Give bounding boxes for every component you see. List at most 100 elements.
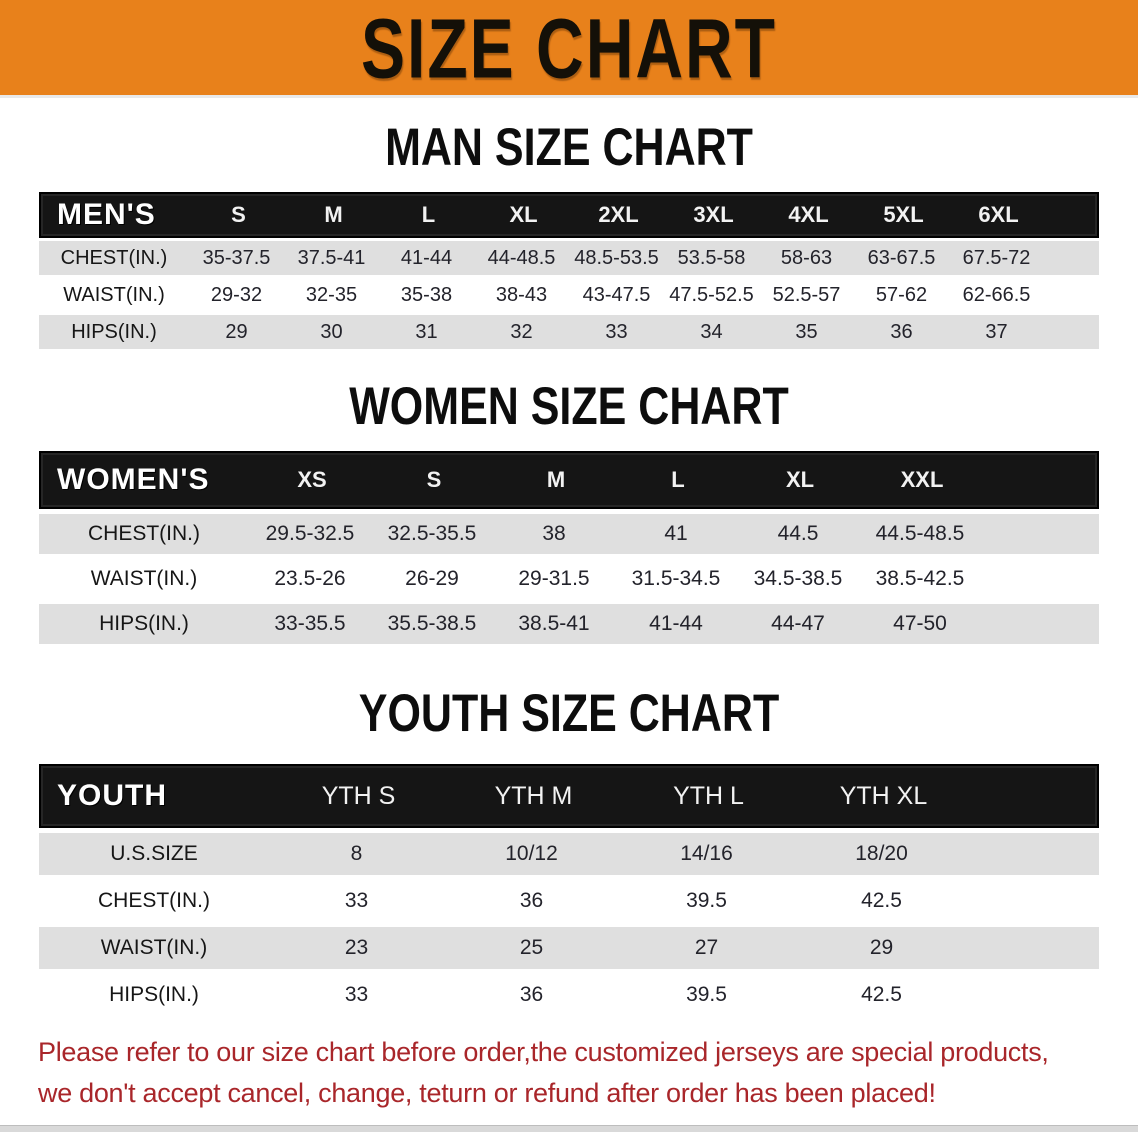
column-header: YTH M: [494, 781, 573, 810]
column-header: YTH S: [321, 781, 396, 810]
size-value: 44-48.5: [487, 246, 556, 269]
size-value: 52.5-57: [772, 283, 841, 306]
size-value: 53.5-58: [677, 246, 746, 269]
column-header: S: [426, 467, 442, 492]
table-title: WOMEN'S: [57, 463, 210, 496]
row-label: CHEST(IN.): [88, 522, 200, 545]
banner: SIZE CHART: [0, 0, 1138, 98]
size-value: 35-38: [400, 283, 453, 306]
size-value: 38: [542, 522, 566, 545]
size-value: 47.5-52.5: [669, 283, 754, 306]
size-value: 35: [795, 320, 818, 343]
table-row: CHEST(IN.) 29.5-32.5 32.5-35.5 38 41 44.5 44.5…: [39, 514, 1099, 554]
size-value: 37.5-41: [297, 246, 366, 269]
notice-line-2: we don't accept cancel, change, teturn o…: [38, 1078, 936, 1108]
size-value: 44.5: [777, 522, 819, 545]
size-value: 25: [519, 936, 544, 959]
row-label: HIPS(IN.): [99, 612, 189, 635]
table-header-row: WOMEN'S XS S M L XL XXL: [39, 451, 1099, 509]
size-value: 32-35: [305, 283, 358, 306]
size-value: 32: [510, 320, 533, 343]
column-header: M: [324, 202, 343, 227]
size-value: 34.5-38.5: [753, 567, 843, 590]
table-row: U.S.SIZE 8 10/12 14/16 18/20: [39, 833, 1099, 875]
row-label: CHEST(IN.): [98, 889, 210, 912]
row-label: WAIST(IN.): [100, 936, 208, 959]
size-value: 10/12: [505, 842, 558, 865]
size-value: 31.5-34.5: [631, 567, 721, 590]
table-row: HIPS(IN.) 29 30 31 32 33 34 35 36 37: [39, 315, 1099, 349]
section-men: MAN SIZE CHART MEN'S S M L XL 2XL 3XL 4XL 5XL 6XL C…: [0, 119, 1138, 349]
table-row: HIPS(IN.) 33-35.5 35.5-38.5 38.5-41 41-44 44-…: [39, 604, 1099, 644]
notice-line-1: Please refer to our size chart before or…: [38, 1037, 1049, 1067]
size-value: 26-29: [405, 567, 459, 590]
column-header: 4XL: [788, 202, 829, 227]
row-label: HIPS(IN.): [109, 983, 199, 1006]
size-value: 31: [415, 320, 438, 343]
size-value: 35.5-38.5: [387, 612, 477, 635]
size-value: 39.5: [686, 983, 727, 1006]
column-header: XS: [297, 467, 327, 492]
size-value: 34: [700, 320, 723, 343]
size-table-youth: YOUTH YTH S YTH M YTH L YTH XL U.S.SIZE 8 10/12…: [39, 764, 1099, 1016]
size-value: 36: [890, 320, 913, 343]
page-title: SIZE CHART: [361, 0, 777, 95]
size-value: 42.5: [861, 889, 902, 912]
column-header: XL: [509, 202, 538, 227]
size-value: 36: [519, 983, 544, 1006]
size-table-women: WOMEN'S XS S M L XL XXL CHEST(IN.) 29.5-32.5 32.5…: [39, 451, 1099, 644]
size-value: 29: [225, 320, 248, 343]
table-header-row: YOUTH YTH S YTH M YTH L YTH XL: [39, 764, 1099, 828]
column-header: XXL: [900, 467, 944, 492]
size-value: 30: [320, 320, 343, 343]
table-title: YOUTH: [57, 779, 167, 812]
size-value: 33: [344, 983, 369, 1006]
size-value: 62-66.5: [962, 283, 1031, 306]
size-value: 18/20: [855, 842, 908, 865]
size-value: 33-35.5: [274, 612, 346, 635]
section-heading-women: WOMEN SIZE CHART: [349, 377, 789, 437]
column-header: L: [671, 467, 685, 492]
size-value: 23: [344, 936, 369, 959]
size-value: 43-47.5: [582, 283, 651, 306]
column-header: YTH XL: [839, 781, 928, 810]
size-value: 57-62: [875, 283, 928, 306]
table-row: WAIST(IN.) 23.5-26 26-29 29-31.5 31.5-34.5 34…: [39, 559, 1099, 599]
column-header: S: [231, 202, 246, 227]
size-value: 39.5: [686, 889, 727, 912]
column-header: 3XL: [693, 202, 734, 227]
size-value: 41-44: [649, 612, 703, 635]
size-value: 42.5: [861, 983, 902, 1006]
column-header: 2XL: [598, 202, 639, 227]
table-title: MEN'S: [57, 198, 156, 231]
row-label: CHEST(IN.): [60, 246, 168, 269]
size-value: 37: [985, 320, 1008, 343]
table-row: CHEST(IN.) 35-37.5 37.5-41 41-44 44-48.5 48.5…: [39, 241, 1099, 275]
size-value: 35-37.5: [202, 246, 271, 269]
size-value: 38-43: [495, 283, 548, 306]
bottom-edge-divider: [0, 1125, 1138, 1132]
column-header: YTH L: [673, 781, 744, 810]
size-value: 38.5-41: [518, 612, 590, 635]
row-label: U.S.SIZE: [110, 842, 198, 865]
column-header: M: [546, 467, 566, 492]
section-heading-men: MAN SIZE CHART: [385, 118, 753, 178]
section-women: WOMEN SIZE CHART WOMEN'S XS S M L XL XXL CHEST(I…: [0, 378, 1138, 644]
size-value: 67.5-72: [962, 246, 1031, 269]
column-header: XL: [785, 467, 815, 492]
order-notice: Please refer to our size chart before or…: [0, 1032, 1138, 1114]
size-value: 23.5-26: [274, 567, 346, 590]
size-value: 41: [664, 522, 688, 545]
section-youth: YOUTH SIZE CHART YOUTH YTH S YTH M YTH L YTH …: [0, 685, 1138, 1016]
size-table-men: MEN'S S M L XL 2XL 3XL 4XL 5XL 6XL CHEST(IN.) 35-37…: [39, 192, 1099, 349]
row-label: HIPS(IN.): [71, 320, 157, 343]
size-value: 14/16: [680, 842, 733, 865]
column-header: 5XL: [883, 202, 924, 227]
size-value: 44-47: [771, 612, 825, 635]
size-value: 29-32: [210, 283, 263, 306]
size-value: 27: [694, 936, 719, 959]
section-heading-youth: YOUTH SIZE CHART: [358, 684, 780, 744]
column-header: L: [421, 202, 436, 227]
table-row: CHEST(IN.) 33 36 39.5 42.5: [39, 880, 1099, 922]
size-value: 38.5-42.5: [875, 567, 965, 590]
